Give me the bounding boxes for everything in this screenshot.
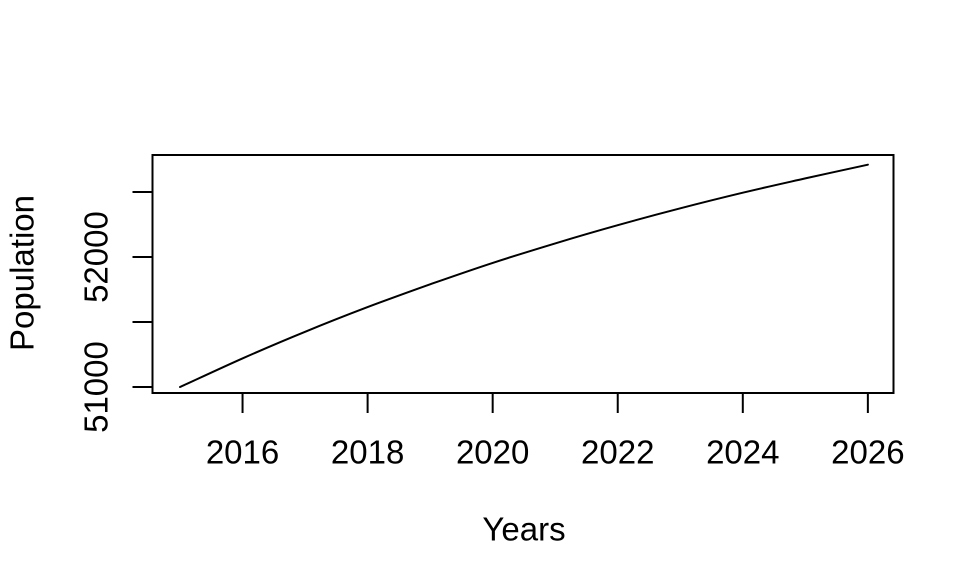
population-curve bbox=[179, 163, 869, 388]
x-axis-tick-label: 2026 bbox=[831, 434, 904, 471]
x-axis-tick-label: 2018 bbox=[331, 434, 404, 471]
x-axis-tick-label: 2016 bbox=[206, 434, 279, 471]
x-axis-tick-label: 2022 bbox=[581, 434, 654, 471]
x-axis-title: Years bbox=[482, 510, 566, 548]
y-axis-title: Population bbox=[3, 195, 41, 351]
x-axis-tick-label: 2024 bbox=[706, 434, 779, 471]
y-axis-tick-label: 51000 bbox=[78, 341, 115, 433]
plot-box bbox=[151, 154, 895, 394]
x-axis-tick-label: 2020 bbox=[456, 434, 529, 471]
y-axis-tick-label: 52000 bbox=[78, 211, 115, 303]
